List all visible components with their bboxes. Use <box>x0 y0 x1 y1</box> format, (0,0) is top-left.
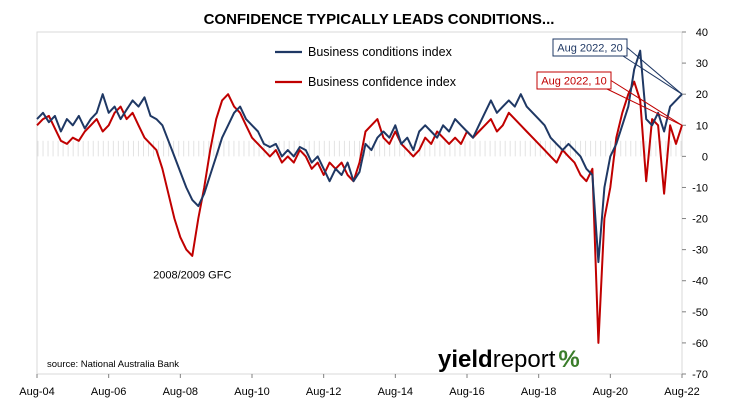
annotation-label: Aug 2022, 10 <box>541 76 606 88</box>
annotation-leader <box>610 80 683 126</box>
gfc-annotation: 2008/2009 GFC <box>153 270 231 282</box>
x-tick-label: Aug-08 <box>163 386 198 398</box>
y-tick-label: -20 <box>692 214 708 226</box>
series-line-business-confidence-index <box>36 80 683 344</box>
annotation-leader <box>626 47 683 95</box>
legend-label: Business conditions index <box>308 45 453 59</box>
y-tick-label: 40 <box>696 27 708 39</box>
x-tick-label: Aug-10 <box>234 386 269 398</box>
legend: Business conditions index Business confid… <box>275 45 457 89</box>
x-tick-label: Aug-12 <box>306 386 341 398</box>
y-tick-label: -10 <box>692 182 708 194</box>
chart-title: CONFIDENCE TYPICALLY LEADS CONDITIONS... <box>204 11 555 28</box>
series-layer <box>36 49 683 344</box>
logo-percent-mark: % <box>558 346 579 373</box>
legend-label: Business confidence index <box>308 75 457 89</box>
y-tick-label: 0 <box>702 151 708 163</box>
plot-area <box>36 31 683 375</box>
y-tick-label: 30 <box>696 58 708 70</box>
y-tick-label: -70 <box>692 369 708 381</box>
y-tick-label: -40 <box>692 276 708 288</box>
x-tick-label: Aug-06 <box>91 386 126 398</box>
x-tick-label: Aug-22 <box>664 386 699 398</box>
annotation-leader <box>622 55 683 95</box>
zero-line-band <box>37 140 682 157</box>
series-line-business-conditions-index <box>36 49 683 264</box>
y-tick-label: 10 <box>696 120 708 132</box>
y-tick-label: 20 <box>696 89 708 101</box>
source-note: source: National Australia Bank <box>47 359 179 370</box>
y-tick-label: -60 <box>692 338 708 350</box>
y-axis: 40 30 20 10 0 -10 -20 -30 -40 -50 -60 -70 <box>682 27 708 381</box>
x-tick-label: Aug-14 <box>378 386 413 398</box>
x-tick-label: Aug-20 <box>593 386 628 398</box>
x-axis: Aug-04 Aug-06 Aug-08 Aug-10 Aug-12 Aug-14 Aug-… <box>19 374 700 398</box>
annotation-leader <box>606 88 683 126</box>
y-tick-label: -50 <box>692 307 708 319</box>
logo-part-yield: yield <box>438 346 493 373</box>
logo-part-report: report <box>493 346 556 373</box>
annotations: Aug 2022, 20 Aug 2022, 10 <box>536 38 683 126</box>
yieldreport-logo: yieldreport% <box>438 346 580 373</box>
x-tick-label: Aug-18 <box>521 386 556 398</box>
y-tick-label: -30 <box>692 245 708 257</box>
annotation-label: Aug 2022, 20 <box>557 43 622 55</box>
x-tick-label: Aug-16 <box>449 386 484 398</box>
x-tick-label: Aug-04 <box>19 386 54 398</box>
